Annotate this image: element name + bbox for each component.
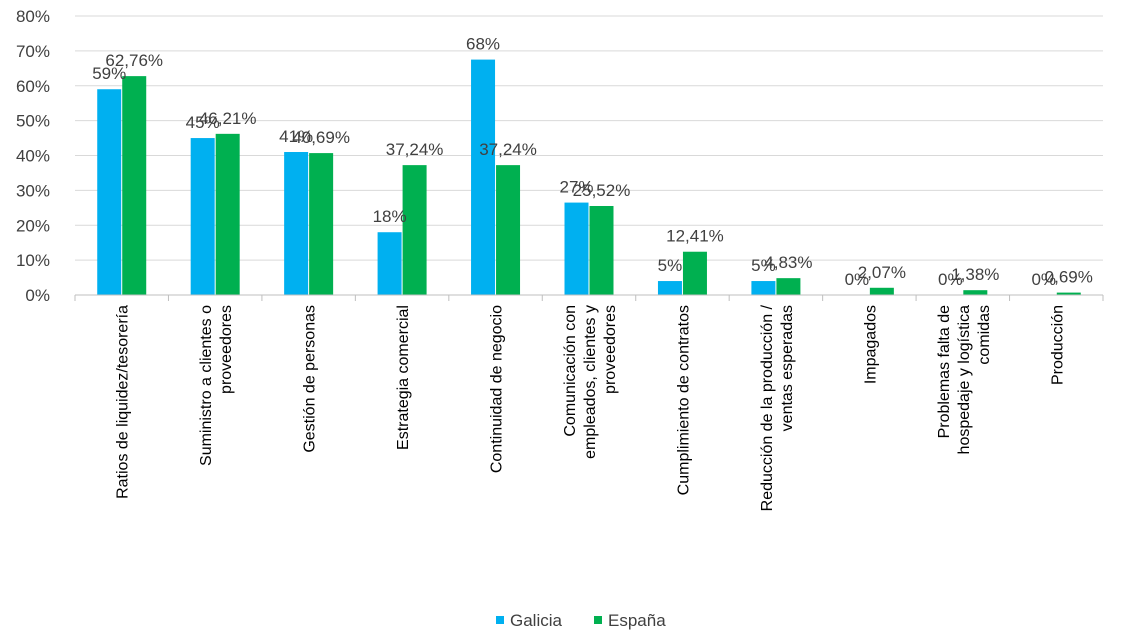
bar-espaa-7 — [776, 278, 801, 295]
bar-espaa-5 — [589, 205, 614, 295]
x-category-label: Impagados — [862, 305, 879, 384]
bar-galicia-5 — [564, 202, 589, 295]
legend-label-1: España — [608, 611, 666, 630]
data-label: 18% — [373, 207, 407, 226]
x-category-label: Producción — [1049, 305, 1066, 385]
x-category-line: comidas — [976, 305, 993, 365]
bar-espaa-9 — [963, 290, 988, 295]
x-axis: Ratios de liquidez/tesorería Suministro a… — [74, 294, 1104, 511]
legend-swatch-1 — [594, 616, 602, 624]
data-label: 41% — [279, 127, 313, 146]
x-category-label: Ratios de liquidez/tesorería — [115, 305, 132, 499]
bar-galicia-7 — [751, 281, 776, 295]
bar-galicia-2 — [284, 152, 309, 295]
y-axis: 0% 10% 20% 30% 40% 50% 60% 70% 80% — [16, 7, 50, 305]
data-label: 1,38% — [951, 265, 999, 284]
x-category-label: Comunicación con empleados, clientes y pro… — [562, 305, 619, 459]
y-tick-label: 70% — [16, 42, 50, 61]
x-category-line: Gestión de personas — [302, 305, 319, 453]
bar-espaa-3 — [402, 165, 427, 295]
bar-galicia-6 — [657, 281, 682, 295]
x-category-line: hospedaje y logística — [956, 305, 973, 455]
x-category-line: proveedores — [218, 305, 235, 394]
data-label: 37,24% — [479, 140, 537, 159]
x-category-line: Producción — [1049, 305, 1066, 385]
data-label: 2,07% — [858, 263, 906, 282]
x-category-label: Estrategia comercial — [395, 305, 412, 450]
y-tick-label: 0% — [25, 286, 50, 305]
x-category-label: Suministro a clientes o proveedores — [198, 305, 235, 466]
data-labels: 59% 45% 41% 18% 68% 27% 5% 5% 0% 0% 0% 62,76% 46,21%… — [92, 35, 1093, 289]
data-label: 46,21% — [199, 109, 257, 128]
y-tick-label: 80% — [16, 7, 50, 26]
y-tick-label: 40% — [16, 147, 50, 166]
data-label: 27% — [559, 178, 593, 197]
data-label: 37,24% — [386, 140, 444, 159]
data-label: 25,52% — [573, 181, 631, 200]
data-label: 40,69% — [292, 128, 350, 147]
data-label: 62,76% — [105, 51, 163, 70]
x-category-line: Ratios de liquidez/tesorería — [115, 305, 132, 499]
data-label: 5% — [658, 256, 683, 275]
bar-espaa-10 — [1056, 292, 1081, 295]
x-category-line: Suministro a clientes o — [198, 305, 215, 466]
x-category-line: empleados, clientes y — [582, 305, 599, 459]
bar-espaa-0 — [122, 76, 147, 295]
x-category-line: proveedores — [602, 305, 619, 394]
data-label: 0% — [938, 270, 963, 289]
x-category-line: Reducción de la producción / — [759, 304, 776, 511]
bar-espaa-1 — [215, 133, 240, 295]
data-label: 68% — [466, 35, 500, 54]
bar-espaa-8 — [869, 287, 894, 295]
y-tick-label: 60% — [16, 77, 50, 96]
legend-swatch-0 — [496, 616, 504, 624]
data-label: 5% — [751, 256, 776, 275]
x-category-line: ventas esperadas — [779, 305, 796, 431]
y-tick-label: 10% — [16, 251, 50, 270]
gridlines — [75, 15, 1103, 261]
x-category-line: Impagados — [862, 305, 879, 384]
bar-espaa-4 — [496, 165, 521, 295]
bar-galicia-0 — [97, 89, 122, 295]
x-category-label: Reducción de la producción / ventas esper… — [759, 304, 796, 511]
data-label: 59% — [92, 64, 126, 83]
y-tick-label: 20% — [16, 216, 50, 235]
data-label: 0% — [845, 270, 870, 289]
x-category-line: Comunicación con — [562, 305, 579, 437]
bar-espaa-2 — [309, 153, 334, 295]
bar-galicia-1 — [190, 138, 215, 295]
legend-label-0: Galicia — [510, 611, 563, 630]
x-category-label: Problemas falta de hospedaje y logística c… — [936, 305, 993, 455]
x-category-line: Cumplimiento de contratos — [675, 305, 692, 495]
legend: Galicia España — [496, 611, 666, 630]
bars — [97, 59, 1081, 295]
bar-galicia-3 — [377, 232, 402, 295]
x-category-label: Gestión de personas — [302, 305, 319, 453]
bar-galicia-4 — [471, 59, 496, 295]
bar-espaa-6 — [682, 251, 707, 295]
data-label: 12,41% — [666, 227, 724, 246]
x-category-line: Continuidad de negocio — [489, 305, 506, 473]
x-category-line: Problemas falta de — [936, 305, 953, 439]
data-label: 0% — [1031, 270, 1056, 289]
data-label: 4,83% — [764, 253, 812, 272]
x-category-label: Cumplimiento de contratos — [675, 305, 692, 495]
y-tick-label: 50% — [16, 112, 50, 131]
y-tick-label: 30% — [16, 181, 50, 200]
data-label: 45% — [186, 113, 220, 132]
x-category-line: Estrategia comercial — [395, 305, 412, 450]
data-label: 0,69% — [1045, 268, 1093, 287]
x-category-label: Continuidad de negocio — [489, 305, 506, 473]
